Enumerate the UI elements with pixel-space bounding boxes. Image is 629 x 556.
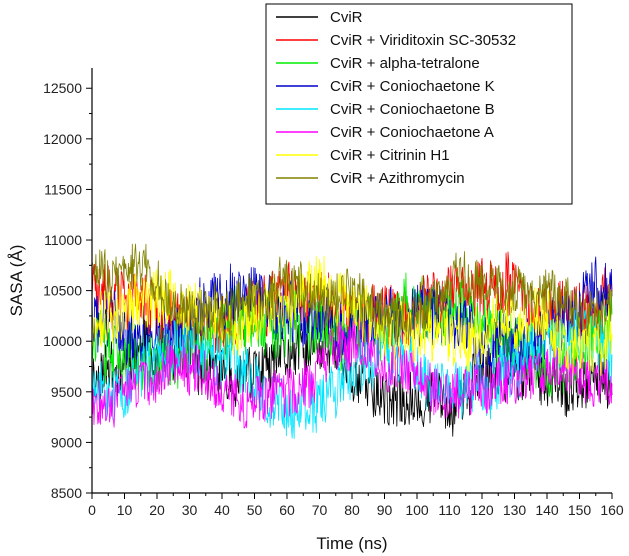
y-tick-label: 9000 [51,434,82,450]
x-tick-label: 80 [344,502,360,518]
x-tick-label: 0 [88,502,96,518]
legend-label: CviR + Coniochaetone K [330,78,495,95]
y-tick-label: 8500 [51,485,82,501]
x-tick-label: 40 [214,502,230,518]
x-tick-label: 10 [117,502,133,518]
series-line-6 [91,315,613,429]
x-tick-label: 30 [182,502,198,518]
legend-label: CviR [330,9,363,26]
x-tick-label: 50 [247,502,263,518]
y-tick-label: 12500 [43,80,82,96]
x-tick-label: 160 [600,502,624,518]
x-tick-label: 100 [405,502,429,518]
x-tick-label: 130 [503,502,527,518]
y-tick-label: 11500 [44,181,82,197]
y-tick-label: 12000 [43,131,82,147]
x-tick-label: 120 [470,502,494,518]
series-layer [91,243,613,439]
legend-label: CviR + Viriditoxin SC-30532 [330,32,516,49]
x-tick-label: 70 [312,502,328,518]
legend-label: CviR + Citrinin H1 [330,147,450,164]
y-tick-label: 10000 [43,333,82,349]
legend-box [265,3,573,205]
series-line-5 [91,302,613,439]
series-line-8 [91,243,613,343]
x-tick-label: 150 [568,502,592,518]
x-tick-label: 110 [438,502,461,518]
y-tick-label: 9500 [51,384,82,400]
x-axis-title: Time (ns) [316,534,387,553]
legend: CviR CviR + Viriditoxin SC-30532 CviR + al… [265,3,573,205]
x-tick-label: 60 [279,502,295,518]
legend-label: CviR + Coniochaetone A [330,124,494,141]
legend-label: CviR + Coniochaetone B [330,101,495,118]
y-tick-label: 10500 [43,283,82,299]
ticks-layer: 0 10 20 30 40 50 60 70 80 90 100 110 120 130 140 150 160… [43,80,624,518]
legend-label: CviR + Azithromycin [330,170,465,187]
x-tick-label: 90 [377,502,393,518]
x-tick-label: 140 [535,502,559,518]
x-tick-label: 20 [149,502,165,518]
y-axis-title: SASA (Å) [7,245,26,317]
legend-label: CviR + alpha-tetralone [330,55,480,72]
y-tick-label: 11000 [44,232,82,248]
